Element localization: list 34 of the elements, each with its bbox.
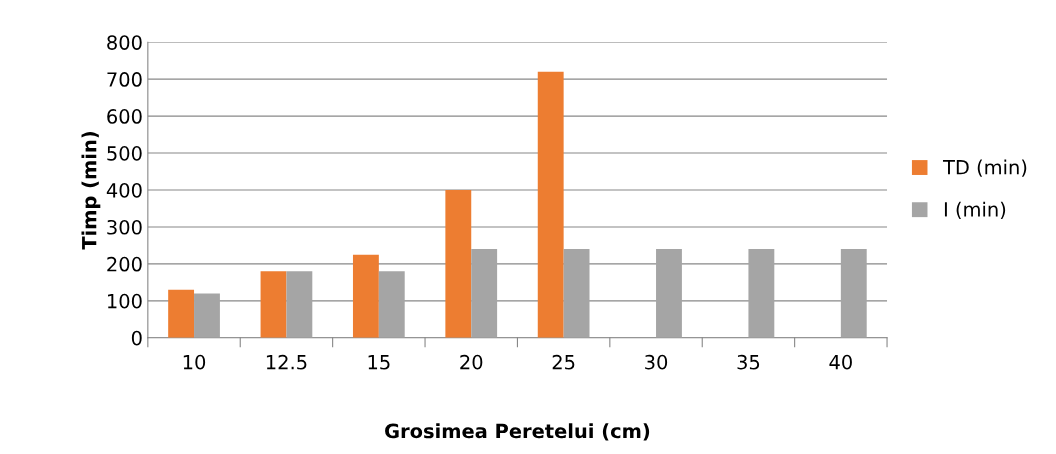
x-tick-label: 12.5 — [266, 354, 307, 370]
legend-label: TD (min) — [942, 159, 1027, 177]
x-tick-label: 40 — [829, 354, 852, 370]
x-tick-label: 15 — [368, 355, 390, 370]
y-tick-label: 300 — [107, 219, 142, 235]
y-tick-label: 500 — [107, 146, 142, 161]
bar — [445, 190, 472, 338]
y-tick-label: 600 — [107, 109, 142, 124]
x-axis-title: Grosimea Peretelui (cm) — [385, 423, 650, 441]
bar — [748, 249, 775, 338]
bar — [286, 271, 313, 338]
bar — [563, 249, 590, 338]
y-tick-label: 400 — [106, 182, 142, 198]
y-tick-label: 100 — [108, 293, 142, 309]
bar — [537, 71, 564, 338]
bar — [260, 271, 287, 338]
bar — [194, 293, 220, 338]
bar — [352, 254, 379, 338]
x-tick-label: 35 — [737, 354, 760, 370]
bar — [840, 249, 867, 338]
bar — [168, 289, 195, 338]
y-axis-title: Timp (min) — [81, 131, 101, 250]
bar — [378, 271, 405, 338]
x-tick-label: 25 — [552, 354, 575, 370]
y-tick-label: 200 — [107, 256, 142, 272]
bar — [656, 249, 682, 338]
y-tick-label: 0 — [131, 330, 142, 346]
legend-label: I (min) — [944, 201, 1006, 219]
x-tick-label: 10 — [183, 354, 206, 370]
bar — [471, 249, 498, 338]
x-tick-label: 30 — [645, 354, 668, 370]
y-tick-label: 700 — [107, 72, 142, 87]
x-tick-label: 20 — [460, 354, 483, 370]
y-tick-label: 800 — [107, 35, 142, 50]
